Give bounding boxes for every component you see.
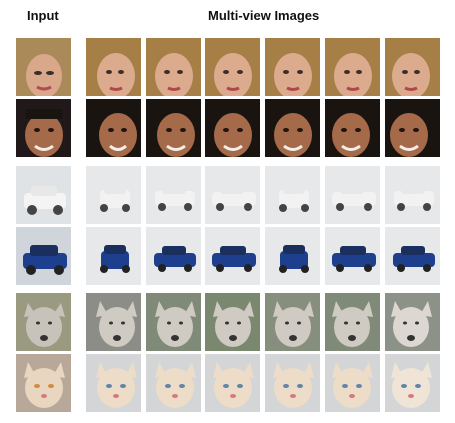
view-3-woman [204,37,261,97]
view-6-blue-car [384,226,441,286]
input-image-white-car [15,165,72,225]
view-6-wolf [384,292,441,352]
view-2-wolf [145,292,202,352]
view-3-white-car [204,165,261,225]
view-1-man [85,98,142,158]
view-5-wolf [324,292,381,352]
input-image-wolf [15,292,72,352]
view-1-blue-car [85,226,142,286]
view-6-cat [384,353,441,413]
row-face-woman [0,37,455,97]
view-5-blue-car [324,226,381,286]
view-1-white-car [85,165,142,225]
view-4-blue-car [264,226,321,286]
view-2-woman [145,37,202,97]
view-2-white-car [145,165,202,225]
view-5-woman [324,37,381,97]
view-2-blue-car [145,226,202,286]
view-3-cat [204,353,261,413]
row-cat [0,353,455,413]
view-2-cat [145,353,202,413]
row-wolf [0,292,455,352]
row-car-blue [0,226,455,286]
view-6-woman [384,37,441,97]
view-4-white-car [264,165,321,225]
input-image-woman [15,37,72,97]
view-4-cat [264,353,321,413]
view-3-wolf [204,292,261,352]
view-5-man [324,98,381,158]
view-1-wolf [85,292,142,352]
input-image-blue-car [15,226,72,286]
view-5-cat [324,353,381,413]
view-1-woman [85,37,142,97]
view-4-man [264,98,321,158]
header-multi-view-images: Multi-view Images [208,8,320,23]
view-2-man [145,98,202,158]
view-3-blue-car [204,226,261,286]
input-image-man [15,98,72,158]
row-car-white [0,165,455,225]
view-3-man [204,98,261,158]
view-5-white-car [324,165,381,225]
view-6-white-car [384,165,441,225]
row-face-man [0,98,455,158]
view-1-cat [85,353,142,413]
view-6-man [384,98,441,158]
input-image-cat [15,353,72,413]
view-4-woman [264,37,321,97]
view-4-wolf [264,292,321,352]
header-input: Input [27,8,59,23]
